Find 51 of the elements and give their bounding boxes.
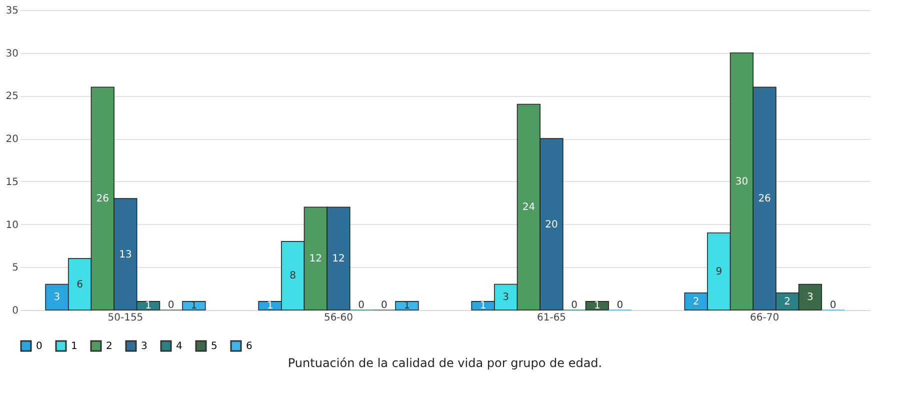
data-label: 0 xyxy=(358,300,364,311)
data-label: 3 xyxy=(54,292,60,304)
x-tick-label: 50-155 xyxy=(108,312,144,324)
bar xyxy=(182,301,206,310)
legend-label: 5 xyxy=(211,341,218,352)
y-tick-label: 35 xyxy=(6,6,18,16)
y-tick-label: 0 xyxy=(12,306,18,316)
data-label: 20 xyxy=(545,219,558,230)
legend-label: 2 xyxy=(106,341,112,352)
y-tick-label: 30 xyxy=(6,48,18,60)
data-label: 1 xyxy=(145,300,152,312)
y-tick-label: 15 xyxy=(6,176,18,188)
data-label: 6 xyxy=(76,279,83,290)
text: Puntuación de la calidad de vida por grupo de edad. xyxy=(288,356,602,370)
data-label: 2 xyxy=(692,296,700,308)
data-label: 9 xyxy=(716,266,722,278)
data-label: 1 xyxy=(266,300,274,312)
y-tick-label: 25 xyxy=(6,91,18,102)
data-label: 1 xyxy=(190,300,198,312)
data-label: 0 xyxy=(616,300,624,311)
legend-label: 6 xyxy=(246,341,252,352)
x-tick-label: 61-65 xyxy=(536,312,566,324)
data-label: 1 xyxy=(404,300,410,312)
data-label: 0 xyxy=(168,300,174,311)
legend-label: 3 xyxy=(141,341,148,352)
data-label: 12 xyxy=(332,254,345,265)
x-tick-label: 56-60 xyxy=(324,312,354,324)
y-tick-label: 20 xyxy=(6,134,18,146)
data-label: 30 xyxy=(735,176,748,188)
data-label: 13 xyxy=(119,249,132,260)
legend-label: 4 xyxy=(176,341,182,352)
data-label: 0 xyxy=(380,300,388,311)
data-label: 8 xyxy=(290,270,296,282)
y-tick-label: 10 xyxy=(6,220,18,231)
data-label: 1 xyxy=(594,300,600,312)
bar xyxy=(395,301,419,310)
legend-label: 0 xyxy=(36,341,42,352)
data-label: 0 xyxy=(571,300,578,311)
bar xyxy=(585,301,609,310)
data-label: 2 xyxy=(784,296,791,308)
data-label: 24 xyxy=(522,202,536,214)
data-label: 3 xyxy=(807,292,814,304)
data-label: 26 xyxy=(96,194,109,205)
data-label: 3 xyxy=(502,292,510,304)
legend-label: 1 xyxy=(71,341,78,352)
data-label: 26 xyxy=(758,194,771,205)
data-label: 1 xyxy=(480,300,486,312)
data-label: 0 xyxy=(830,300,836,311)
data-label: 12 xyxy=(309,254,322,265)
y-tick-label: 5 xyxy=(12,262,18,274)
x-tick-label: 66-70 xyxy=(750,312,780,324)
